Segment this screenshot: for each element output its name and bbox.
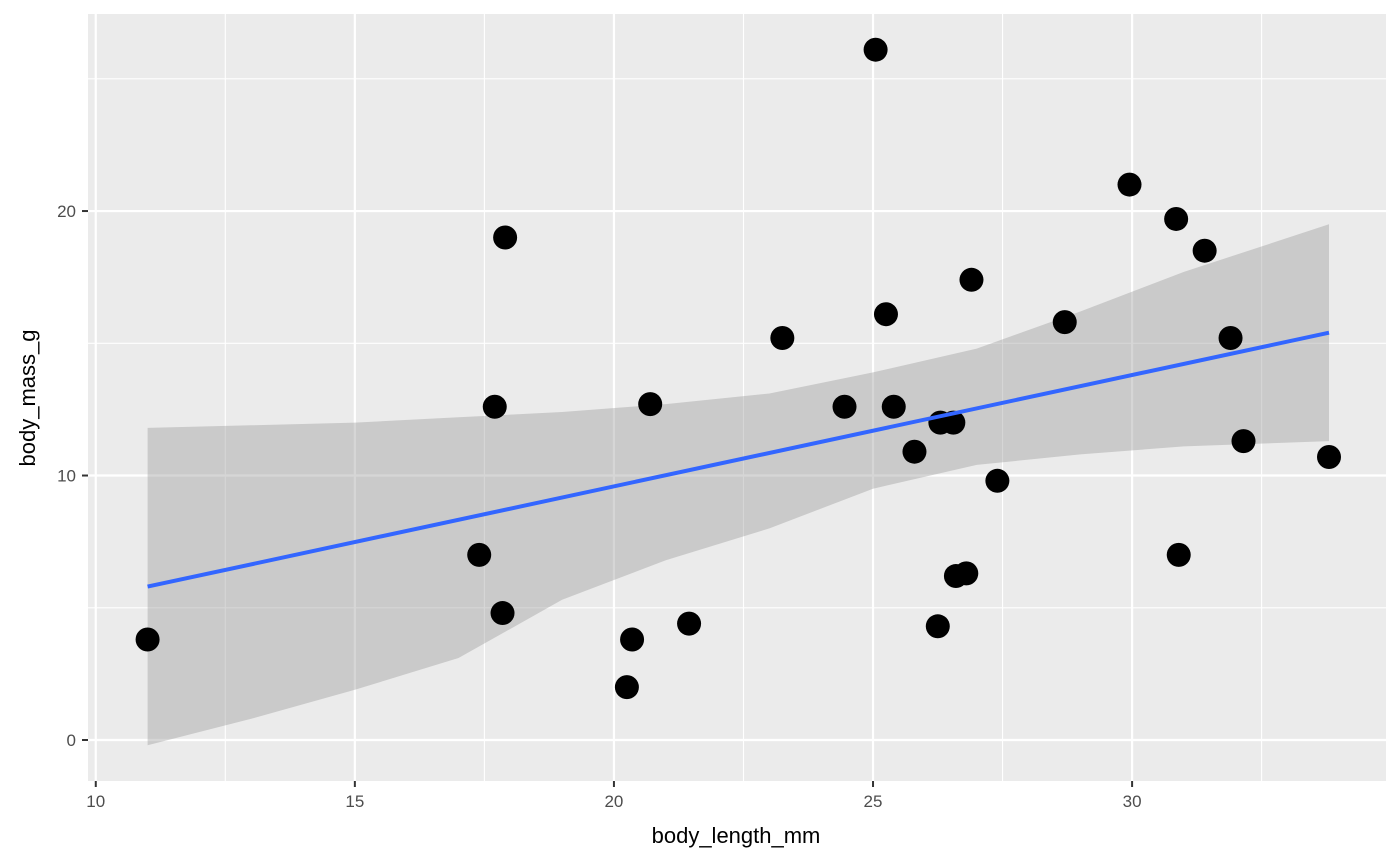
data-point bbox=[482, 394, 507, 419]
data-point bbox=[620, 627, 645, 652]
x-tick-label: 15 bbox=[345, 792, 364, 811]
regression-line bbox=[147, 330, 1330, 589]
plot-panel bbox=[88, 14, 1386, 781]
data-point bbox=[1052, 310, 1077, 335]
data-point bbox=[985, 468, 1010, 493]
data-point bbox=[873, 302, 898, 327]
data-point bbox=[1231, 429, 1256, 454]
x-tick-label: 25 bbox=[864, 792, 883, 811]
data-point bbox=[638, 392, 663, 417]
data-point bbox=[1166, 542, 1191, 567]
minor-gridlines bbox=[88, 14, 1386, 781]
y-axis: 0 10 20 bbox=[57, 202, 88, 750]
data-point bbox=[881, 394, 906, 419]
data-point bbox=[677, 611, 702, 636]
data-point bbox=[959, 267, 984, 292]
data-point bbox=[614, 675, 639, 700]
data-point bbox=[832, 394, 857, 419]
data-point bbox=[467, 542, 492, 567]
data-point bbox=[1192, 238, 1217, 263]
data-point bbox=[1218, 325, 1243, 350]
data-point bbox=[490, 601, 515, 626]
y-axis-title: body_mass_g bbox=[15, 330, 40, 467]
data-point bbox=[1317, 445, 1342, 470]
x-tick-label: 30 bbox=[1123, 792, 1142, 811]
data-point bbox=[863, 37, 888, 62]
x-axis-title: body_length_mm bbox=[652, 823, 821, 848]
data-point bbox=[1164, 206, 1189, 231]
x-tick-label: 20 bbox=[604, 792, 623, 811]
data-point bbox=[135, 627, 160, 652]
data-point bbox=[954, 561, 979, 586]
y-tick-label: 10 bbox=[57, 467, 76, 486]
data-point bbox=[1117, 172, 1142, 197]
data-point bbox=[770, 325, 795, 350]
x-axis: 10 15 20 25 30 bbox=[86, 781, 1142, 811]
confidence-band bbox=[147, 224, 1330, 746]
y-tick-label: 0 bbox=[67, 731, 76, 750]
y-tick-label: 20 bbox=[57, 202, 76, 221]
data-point bbox=[493, 225, 518, 250]
x-tick-label: 10 bbox=[86, 792, 105, 811]
data-point bbox=[902, 439, 927, 464]
data-point bbox=[925, 614, 950, 639]
